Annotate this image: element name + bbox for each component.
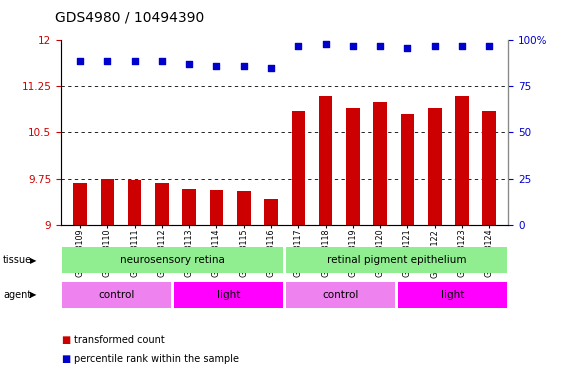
Text: light: light bbox=[217, 290, 241, 300]
Point bbox=[267, 65, 276, 71]
Point bbox=[239, 63, 249, 69]
Point bbox=[485, 43, 494, 49]
Bar bbox=[346, 108, 360, 225]
Text: percentile rank within the sample: percentile rank within the sample bbox=[74, 354, 239, 364]
Point bbox=[130, 58, 139, 64]
Bar bbox=[264, 199, 278, 225]
Text: GDS4980 / 10494390: GDS4980 / 10494390 bbox=[55, 11, 205, 25]
Text: retinal pigment epithelium: retinal pigment epithelium bbox=[327, 255, 467, 265]
Bar bbox=[286, 247, 507, 273]
Text: tissue: tissue bbox=[3, 255, 32, 265]
Bar bbox=[210, 190, 223, 225]
Text: light: light bbox=[441, 290, 464, 300]
Point bbox=[103, 58, 112, 64]
Point bbox=[321, 41, 330, 47]
Bar bbox=[62, 282, 171, 308]
Bar bbox=[155, 183, 168, 225]
Bar bbox=[428, 108, 442, 225]
Bar bbox=[292, 111, 305, 225]
Bar bbox=[286, 282, 395, 308]
Bar bbox=[101, 179, 114, 225]
Text: control: control bbox=[99, 290, 135, 300]
Bar bbox=[374, 102, 387, 225]
Bar bbox=[398, 282, 507, 308]
Point bbox=[293, 43, 303, 49]
Point bbox=[457, 43, 467, 49]
Point bbox=[76, 58, 85, 64]
Text: agent: agent bbox=[3, 290, 31, 300]
Text: control: control bbox=[322, 290, 359, 300]
Text: ▶: ▶ bbox=[30, 256, 37, 265]
Text: transformed count: transformed count bbox=[74, 335, 164, 345]
Point bbox=[212, 63, 221, 69]
Point bbox=[375, 43, 385, 49]
Point bbox=[430, 43, 439, 49]
Bar bbox=[401, 114, 414, 225]
Bar bbox=[182, 189, 196, 225]
Point bbox=[157, 58, 167, 64]
Bar bbox=[455, 96, 469, 225]
Bar bbox=[237, 191, 250, 225]
Point bbox=[403, 45, 412, 51]
Bar bbox=[174, 282, 284, 308]
Bar bbox=[319, 96, 332, 225]
Text: ▶: ▶ bbox=[30, 290, 37, 299]
Bar bbox=[128, 180, 142, 225]
Bar bbox=[482, 111, 496, 225]
Text: ■: ■ bbox=[61, 354, 70, 364]
Text: ■: ■ bbox=[61, 335, 70, 345]
Point bbox=[348, 43, 357, 49]
Bar bbox=[62, 247, 284, 273]
Text: neurosensory retina: neurosensory retina bbox=[120, 255, 225, 265]
Point bbox=[185, 61, 194, 67]
Bar bbox=[73, 183, 87, 225]
